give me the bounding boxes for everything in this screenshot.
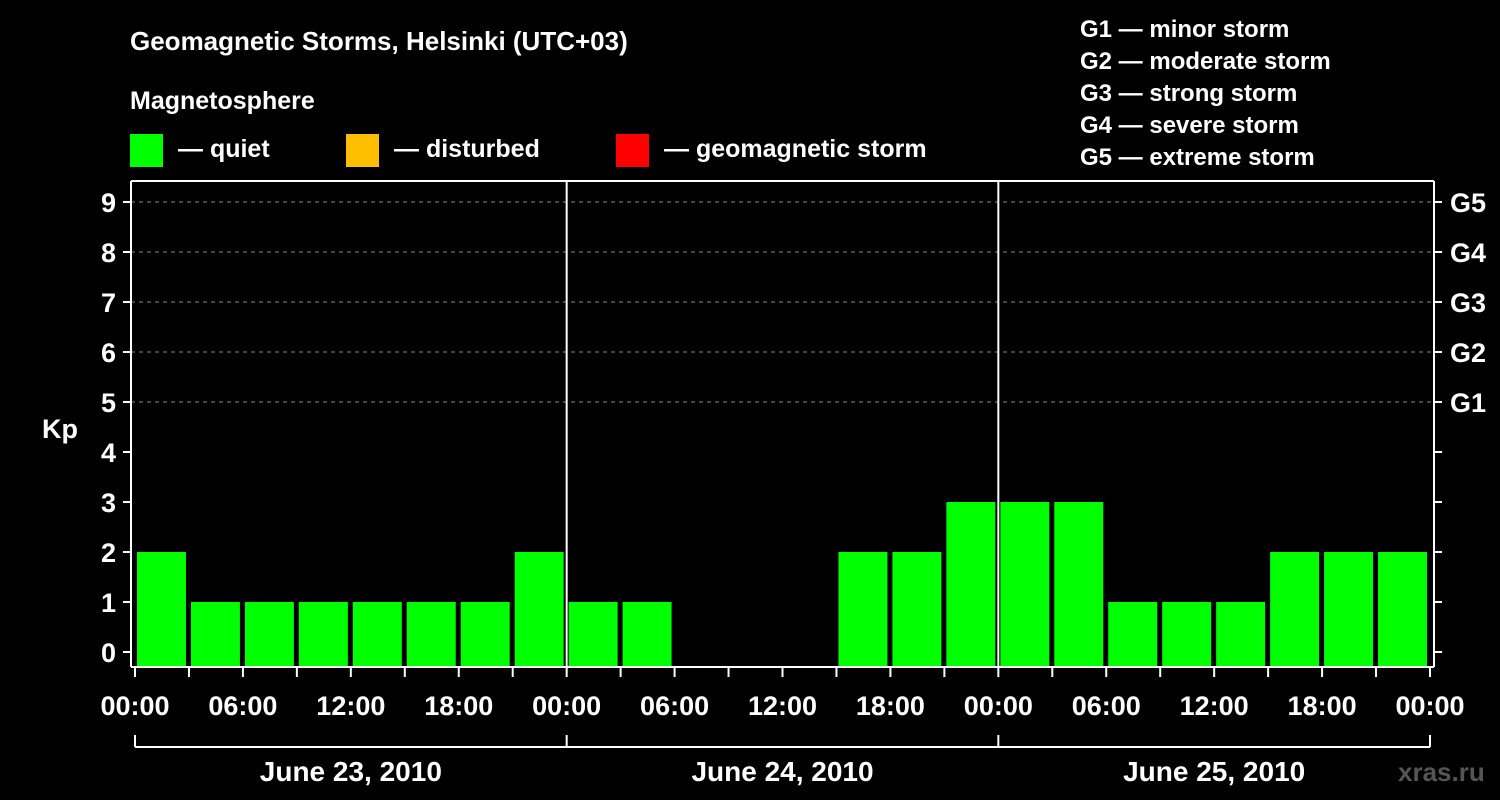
bar-3 xyxy=(298,602,348,667)
x-tick-label-12: 00:00 xyxy=(1395,691,1464,721)
bar-8 xyxy=(568,602,618,667)
bar-22 xyxy=(1324,552,1374,667)
x-tick-label-8: 00:00 xyxy=(964,691,1033,721)
bar-6 xyxy=(460,602,510,667)
x-tick-label-5: 06:00 xyxy=(640,691,709,721)
y-tick-label-7: 7 xyxy=(101,288,116,318)
legend-label-disturbed: — disturbed xyxy=(394,135,540,163)
bar-21 xyxy=(1270,552,1320,667)
bar-20 xyxy=(1216,602,1266,667)
storm-scale-g2: G2 — moderate storm xyxy=(1080,48,1331,75)
y-tick-label-4: 4 xyxy=(101,438,116,468)
y-tick-label-0: 0 xyxy=(101,638,116,668)
x-tick-label-10: 12:00 xyxy=(1180,691,1249,721)
right-axis-label-G5: G5 xyxy=(1450,188,1486,218)
chart-title: Geomagnetic Storms, Helsinki (UTC+03) xyxy=(130,26,628,56)
y-tick-label-2: 2 xyxy=(101,538,116,568)
bar-13 xyxy=(838,552,888,667)
bar-2 xyxy=(244,602,294,667)
storm-scale-g5: G5 — extreme storm xyxy=(1080,144,1315,171)
bar-15 xyxy=(946,502,996,667)
legend-swatch-quiet xyxy=(130,134,163,167)
x-tick-label-9: 06:00 xyxy=(1072,691,1141,721)
bar-18 xyxy=(1108,602,1158,667)
storm-scale-g3: G3 — strong storm xyxy=(1080,80,1297,107)
bar-0 xyxy=(137,552,186,667)
x-tick-label-11: 18:00 xyxy=(1288,691,1357,721)
legend-swatch-storm xyxy=(616,134,649,167)
y-tick-label-5: 5 xyxy=(101,388,116,418)
day-label-0: June 23, 2010 xyxy=(260,756,442,787)
right-axis-label-G2: G2 xyxy=(1450,338,1486,368)
storm-scale-g4: G4 — severe storm xyxy=(1080,112,1299,139)
bar-9 xyxy=(622,602,672,667)
right-axis-label-G4: G4 xyxy=(1450,238,1486,268)
magnetosphere-label: Magnetosphere xyxy=(130,87,315,115)
bar-5 xyxy=(406,602,456,667)
right-axis-label-G3: G3 xyxy=(1450,288,1486,318)
y-tick-label-6: 6 xyxy=(101,338,116,368)
x-tick-label-6: 12:00 xyxy=(748,691,817,721)
x-tick-label-3: 18:00 xyxy=(424,691,493,721)
y-tick-label-1: 1 xyxy=(101,588,116,618)
bar-17 xyxy=(1054,502,1104,667)
day-label-1: June 24, 2010 xyxy=(691,756,873,787)
bar-14 xyxy=(892,552,942,667)
storm-scale-g1: G1 — minor storm xyxy=(1080,16,1289,43)
legend-label-storm: — geomagnetic storm xyxy=(664,135,927,163)
x-tick-label-7: 18:00 xyxy=(856,691,925,721)
y-tick-label-9: 9 xyxy=(101,188,116,218)
right-axis-label-G1: G1 xyxy=(1450,388,1486,418)
x-tick-label-0: 00:00 xyxy=(100,691,169,721)
bar-4 xyxy=(352,602,402,667)
bar-23 xyxy=(1378,552,1427,667)
day-label-2: June 25, 2010 xyxy=(1123,756,1305,787)
y-tick-label-8: 8 xyxy=(101,238,116,268)
y-tick-label-3: 3 xyxy=(101,488,116,518)
bar-1 xyxy=(190,602,240,667)
bar-19 xyxy=(1162,602,1212,667)
legend-swatch-disturbed xyxy=(346,134,379,167)
x-tick-label-2: 12:00 xyxy=(316,691,385,721)
bar-16 xyxy=(1000,502,1050,667)
x-tick-label-1: 06:00 xyxy=(208,691,277,721)
watermark: xras.ru xyxy=(1398,757,1485,787)
x-tick-label-4: 00:00 xyxy=(532,691,601,721)
legend-label-quiet: — quiet xyxy=(178,135,270,163)
y-axis-label: Kp xyxy=(42,414,78,444)
bar-7 xyxy=(514,552,564,667)
